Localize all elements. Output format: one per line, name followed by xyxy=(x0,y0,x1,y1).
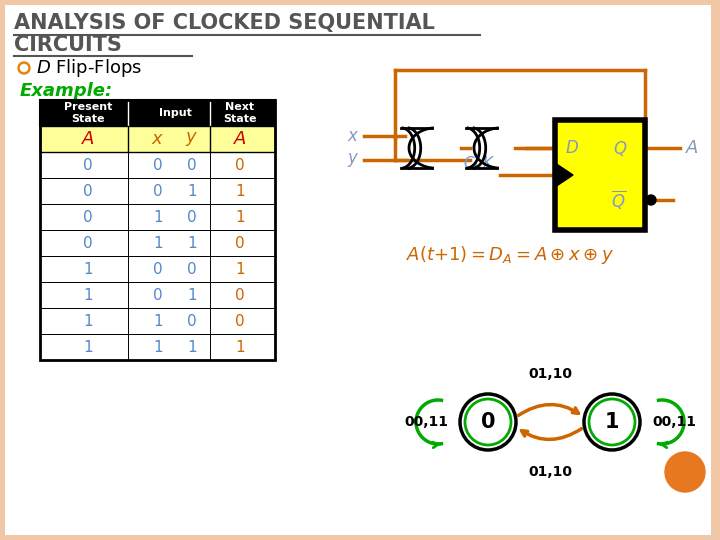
Text: 1: 1 xyxy=(187,340,197,354)
Text: $D$ Flip-Flops: $D$ Flip-Flops xyxy=(36,57,142,79)
Text: CIRCUITS: CIRCUITS xyxy=(14,35,122,55)
FancyBboxPatch shape xyxy=(40,282,275,308)
Text: 00,11: 00,11 xyxy=(404,415,448,429)
Circle shape xyxy=(646,195,656,205)
Text: $y$: $y$ xyxy=(185,130,199,148)
Text: 0: 0 xyxy=(153,261,163,276)
Text: $Q$: $Q$ xyxy=(613,138,627,158)
Text: ANALYSIS OF CLOCKED SEQUENTIAL: ANALYSIS OF CLOCKED SEQUENTIAL xyxy=(14,13,435,33)
Text: 0: 0 xyxy=(84,158,93,172)
Text: 0: 0 xyxy=(235,314,245,328)
Text: 1: 1 xyxy=(84,287,93,302)
Text: 0: 0 xyxy=(153,184,163,199)
Text: 01,10: 01,10 xyxy=(528,465,572,479)
Text: 1: 1 xyxy=(153,235,163,251)
FancyBboxPatch shape xyxy=(40,334,275,360)
Text: $A(t{+}1) = D_A = A \oplus x \oplus y$: $A(t{+}1) = D_A = A \oplus x \oplus y$ xyxy=(406,244,614,266)
FancyBboxPatch shape xyxy=(5,5,711,535)
Text: 1: 1 xyxy=(84,340,93,354)
FancyBboxPatch shape xyxy=(40,126,275,152)
Text: 1: 1 xyxy=(187,184,197,199)
FancyBboxPatch shape xyxy=(40,230,275,256)
Text: Example:: Example: xyxy=(20,82,113,100)
Circle shape xyxy=(589,399,635,445)
FancyBboxPatch shape xyxy=(40,178,275,204)
Text: 0: 0 xyxy=(187,210,197,225)
Text: 0: 0 xyxy=(84,235,93,251)
Text: $A$: $A$ xyxy=(685,139,699,157)
Text: 1: 1 xyxy=(235,184,245,199)
Text: 0: 0 xyxy=(235,158,245,172)
Text: 1: 1 xyxy=(235,261,245,276)
Text: 01,10: 01,10 xyxy=(528,367,572,381)
Circle shape xyxy=(20,64,27,71)
Circle shape xyxy=(584,394,640,450)
Text: 1: 1 xyxy=(84,314,93,328)
Text: 0: 0 xyxy=(84,210,93,225)
Text: Present
State: Present State xyxy=(64,102,112,124)
Circle shape xyxy=(18,62,30,74)
Polygon shape xyxy=(555,163,573,187)
FancyBboxPatch shape xyxy=(40,308,275,334)
FancyBboxPatch shape xyxy=(40,152,275,178)
Text: 0: 0 xyxy=(187,158,197,172)
Text: 0: 0 xyxy=(481,412,495,432)
Text: $A$: $A$ xyxy=(233,130,247,148)
Text: 00,11: 00,11 xyxy=(652,415,696,429)
Circle shape xyxy=(465,399,511,445)
Text: 0: 0 xyxy=(235,287,245,302)
FancyBboxPatch shape xyxy=(40,100,275,126)
Circle shape xyxy=(665,452,705,492)
Circle shape xyxy=(460,394,516,450)
Text: Input: Input xyxy=(158,108,192,118)
Text: 0: 0 xyxy=(187,261,197,276)
Text: $CLK$: $CLK$ xyxy=(463,155,495,171)
Text: 1: 1 xyxy=(605,412,619,432)
Text: 0: 0 xyxy=(153,158,163,172)
Text: 0: 0 xyxy=(153,287,163,302)
FancyBboxPatch shape xyxy=(40,256,275,282)
FancyBboxPatch shape xyxy=(40,204,275,230)
Text: $x$: $x$ xyxy=(346,127,359,145)
Text: 1: 1 xyxy=(84,261,93,276)
Text: $y$: $y$ xyxy=(346,151,359,169)
Text: 1: 1 xyxy=(235,340,245,354)
Text: 1: 1 xyxy=(187,235,197,251)
Text: 1: 1 xyxy=(153,210,163,225)
Text: 1: 1 xyxy=(235,210,245,225)
Text: 0: 0 xyxy=(187,314,197,328)
Text: $\overline{Q}$: $\overline{Q}$ xyxy=(611,188,626,212)
FancyBboxPatch shape xyxy=(555,120,645,230)
Text: Next
State: Next State xyxy=(223,102,257,124)
Text: 1: 1 xyxy=(153,340,163,354)
Text: 0: 0 xyxy=(235,235,245,251)
Text: $x$: $x$ xyxy=(151,130,165,148)
Text: 1: 1 xyxy=(187,287,197,302)
Text: $A$: $A$ xyxy=(81,130,95,148)
Text: 1: 1 xyxy=(153,314,163,328)
Text: 0: 0 xyxy=(84,184,93,199)
Text: $D$: $D$ xyxy=(565,139,579,157)
